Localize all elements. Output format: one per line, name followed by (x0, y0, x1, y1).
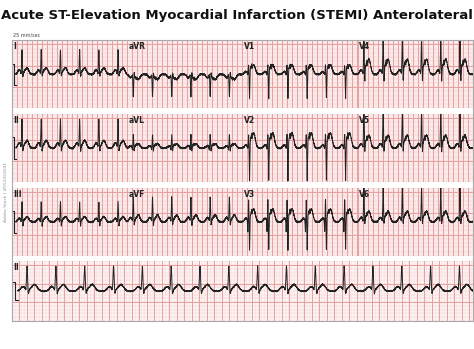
Text: aVL: aVL (128, 116, 144, 125)
Text: II: II (14, 263, 19, 272)
Text: V1: V1 (244, 42, 255, 51)
Text: 25 mm/sec: 25 mm/sec (13, 32, 40, 37)
Text: V4: V4 (359, 42, 370, 51)
Text: aVF: aVF (128, 190, 145, 199)
Text: III: III (13, 190, 22, 199)
Text: V5: V5 (359, 116, 370, 125)
Text: I: I (13, 42, 16, 51)
Text: II: II (13, 116, 19, 125)
Text: Acute ST-Elevation Myocardial Infarction (STEMI) Anterolateral: Acute ST-Elevation Myocardial Infarction… (1, 9, 473, 22)
Text: V2: V2 (244, 116, 255, 125)
Text: aVR: aVR (128, 42, 146, 51)
Text: Adobe Stock | #552204041: Adobe Stock | #552204041 (4, 162, 8, 222)
Text: V3: V3 (244, 190, 255, 199)
Text: V6: V6 (359, 190, 370, 199)
